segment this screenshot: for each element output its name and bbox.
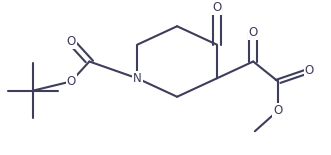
Text: N: N <box>133 72 142 85</box>
Text: O: O <box>305 64 314 77</box>
Text: O: O <box>67 35 76 48</box>
Text: O: O <box>67 75 76 88</box>
Text: O: O <box>212 1 221 14</box>
Text: O: O <box>273 104 283 117</box>
Text: O: O <box>249 26 258 39</box>
